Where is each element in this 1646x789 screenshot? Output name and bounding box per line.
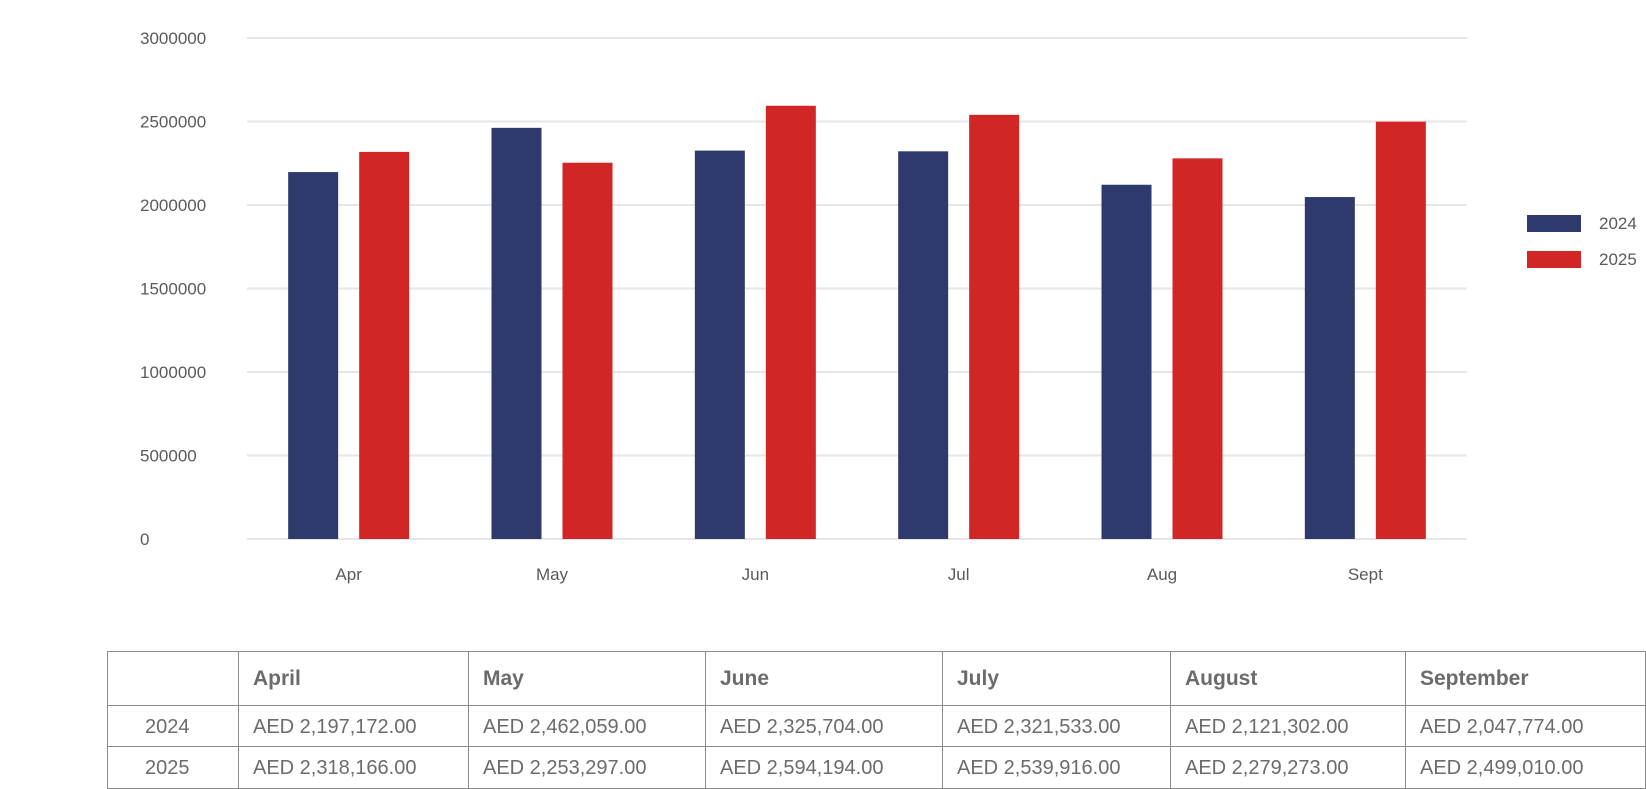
table-cell: AED 2,197,172.00	[238, 705, 469, 747]
table-header-cell: June	[705, 651, 943, 706]
table-header-cell: August	[1170, 651, 1406, 706]
table-row: 2025 AED 2,318,166.00 AED 2,253,297.00 A…	[107, 746, 1646, 789]
bar-2025-jul	[969, 114, 1020, 539]
table-cell: AED 2,539,916.00	[942, 746, 1171, 789]
x-tick-label: Sept	[1348, 565, 1383, 584]
x-tick-label: May	[536, 565, 569, 584]
table-cell: AED 2,279,273.00	[1170, 746, 1406, 789]
y-tick-label: 2500000	[140, 113, 206, 132]
legend-label: 2024	[1599, 214, 1637, 233]
table-row: 2024 AED 2,197,172.00 AED 2,462,059.00 A…	[107, 705, 1646, 747]
legend-label: 2025	[1599, 250, 1637, 269]
y-tick-label: 500000	[140, 447, 197, 466]
table-cell: AED 2,121,302.00	[1170, 705, 1406, 747]
y-tick-label: 3000000	[140, 29, 206, 48]
y-tick-label: 1500000	[140, 280, 206, 299]
bar-chart: 0 500000 1000000 1500000 2000000 2500000 30000…	[140, 29, 1637, 584]
table-cell: AED 2,462,059.00	[468, 705, 706, 747]
table-cell: AED 2,325,704.00	[705, 705, 943, 747]
table-cell: AED 2,499,010.00	[1405, 746, 1646, 789]
table-cell: AED 2,318,166.00	[238, 746, 469, 789]
y-tick-label: 1000000	[140, 363, 206, 382]
legend-swatch-2025	[1527, 251, 1581, 268]
bar-2025-apr	[359, 151, 410, 539]
table-header-row: April May June July August September	[107, 651, 1646, 706]
bar-2025-may	[562, 162, 613, 539]
bar-2025-aug	[1172, 158, 1223, 540]
y-tick-label: 0	[140, 530, 149, 549]
table-header-cell: September	[1405, 651, 1646, 706]
data-table: April May June July August September 202…	[107, 651, 1646, 789]
bar-2024-jun	[694, 150, 745, 540]
table-cell: AED 2,321,533.00	[942, 705, 1171, 747]
table-row-label: 2024	[107, 705, 239, 747]
x-tick-label: Jun	[742, 565, 769, 584]
bar-2024-apr	[288, 172, 339, 540]
table-cell: AED 2,253,297.00	[468, 746, 706, 789]
y-tick-label: 2000000	[140, 196, 206, 215]
legend-swatch-2024	[1527, 215, 1581, 232]
bar-2024-sept	[1304, 197, 1355, 540]
table-header-cell: July	[942, 651, 1171, 706]
x-tick-label: Jul	[948, 565, 970, 584]
table-cell: AED 2,047,774.00	[1405, 705, 1646, 747]
x-tick-label: Apr	[335, 565, 362, 584]
bar-2024-aug	[1101, 184, 1152, 540]
table-row-label: 2025	[107, 746, 239, 789]
bar-2025-sept	[1375, 121, 1426, 539]
table-header-cell: April	[238, 651, 469, 706]
bar-2024-may	[491, 127, 542, 539]
x-tick-label: Aug	[1147, 565, 1177, 584]
table-header-cell: May	[468, 651, 706, 706]
bar-2024-jul	[898, 151, 949, 539]
table-header-corner	[107, 651, 239, 706]
bar-2025-jun	[765, 105, 816, 540]
table-cell: AED 2,594,194.00	[705, 746, 943, 789]
